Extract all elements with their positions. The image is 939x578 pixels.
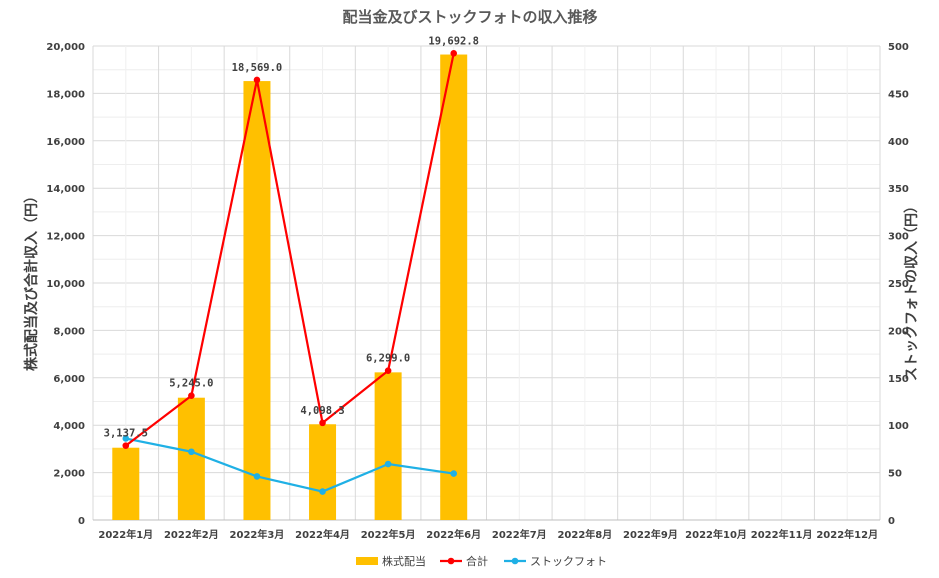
y-tick-label: 20,000 bbox=[46, 42, 85, 53]
data-label: 5,245.0 bbox=[169, 378, 213, 390]
x-tick-label: 2022年6月 bbox=[426, 528, 481, 541]
legend-label: 合計 bbox=[466, 554, 488, 568]
x-tick-label: 2022年7月 bbox=[492, 528, 547, 541]
legend-label: ストックフォト bbox=[530, 555, 607, 568]
x-tick-label: 2022年1月 bbox=[98, 528, 153, 541]
y2-tick-label: 500 bbox=[888, 42, 909, 53]
data-labels: 3,137.5 5,245.0 18,569.0 4,098.3 6,299.0 19,6… bbox=[104, 35, 479, 439]
stockphoto-point bbox=[188, 448, 195, 456]
y-tick-label: 18,000 bbox=[46, 89, 85, 100]
legend-swatch-bar bbox=[356, 557, 378, 565]
stockphoto-line bbox=[125, 437, 454, 493]
total-point bbox=[188, 392, 195, 399]
chart-title: 配当金及びストックフォトの収入推移 bbox=[342, 8, 597, 26]
bar-series bbox=[112, 54, 468, 521]
y2-tick-label: 200 bbox=[888, 326, 909, 337]
stockphoto-point bbox=[384, 460, 392, 468]
y2-tick-label: 300 bbox=[888, 232, 909, 243]
y2-tick-label: 150 bbox=[888, 374, 909, 385]
y-tick-label: 4,000 bbox=[53, 421, 85, 432]
y-axis-ticks: 0 2,000 4,000 6,000 8,000 10,000 12,000 14,000 1… bbox=[46, 42, 85, 527]
total-point bbox=[122, 442, 130, 449]
total-line bbox=[125, 53, 455, 447]
stockphoto-point bbox=[319, 488, 326, 495]
gridlines bbox=[92, 45, 881, 521]
bar bbox=[177, 397, 205, 520]
y2-tick-label: 450 bbox=[888, 89, 909, 100]
bar bbox=[309, 424, 337, 520]
stockphoto-point bbox=[450, 470, 458, 477]
y-tick-label: 12,000 bbox=[46, 232, 85, 243]
x-tick-label: 2022年2月 bbox=[164, 528, 219, 541]
x-tick-label: 2022年11月 bbox=[751, 528, 813, 541]
x-axis-ticks: 2022年1月 2022年2月 2022年3月 2022年4月 2022年5月 2022年… bbox=[98, 528, 878, 541]
total-point bbox=[319, 419, 326, 427]
y-tick-label: 14,000 bbox=[46, 184, 85, 195]
x-tick-label: 2022年3月 bbox=[230, 528, 285, 541]
line-series bbox=[122, 49, 458, 495]
data-label: 19,692.8 bbox=[428, 35, 479, 47]
total-point bbox=[384, 367, 392, 375]
bar bbox=[374, 372, 402, 520]
data-label: 18,569.0 bbox=[232, 62, 283, 74]
y-axis-title: 株式配当及び合計収入（円） bbox=[23, 189, 40, 371]
y2-tick-label: 350 bbox=[888, 184, 909, 195]
x-tick-label: 2022年9月 bbox=[623, 528, 678, 541]
bar bbox=[243, 81, 271, 521]
legend-swatch-point bbox=[511, 557, 519, 565]
y2-axis-ticks: 0 50 100 150 200 250 300 350 400 450 500 bbox=[888, 42, 909, 527]
data-label: 6,299.0 bbox=[366, 353, 410, 365]
total-point bbox=[253, 76, 261, 84]
x-tick-label: 2022年10月 bbox=[685, 528, 747, 541]
stockphoto-point bbox=[253, 473, 261, 480]
x-tick-label: 2022年12月 bbox=[816, 528, 878, 541]
y-tick-label: 16,000 bbox=[46, 137, 85, 148]
legend-swatch-point bbox=[447, 557, 455, 565]
stockphoto-point bbox=[122, 435, 130, 442]
y-tick-label: 10,000 bbox=[46, 279, 85, 290]
x-tick-label: 2022年4月 bbox=[295, 528, 350, 541]
y-tick-label: 0 bbox=[78, 516, 85, 527]
total-point bbox=[450, 49, 458, 57]
x-tick-label: 2022年8月 bbox=[557, 528, 612, 541]
y-tick-label: 2,000 bbox=[53, 469, 85, 480]
y-tick-label: 8,000 bbox=[53, 326, 85, 337]
data-label: 4,098.3 bbox=[300, 405, 344, 417]
y-tick-label: 6,000 bbox=[53, 374, 85, 385]
y2-tick-label: 100 bbox=[888, 421, 909, 432]
y2-tick-label: 0 bbox=[888, 516, 895, 527]
bar bbox=[440, 54, 468, 520]
y2-tick-label: 50 bbox=[888, 469, 902, 480]
data-label: 3,137.5 bbox=[104, 428, 148, 440]
y2-tick-label: 250 bbox=[888, 279, 909, 290]
legend-label: 株式配当 bbox=[382, 554, 426, 568]
bar bbox=[112, 447, 140, 520]
y2-axis-title: ストックフォトの収入（円） bbox=[903, 199, 920, 381]
legend: 株式配当 合計 ストックフォト bbox=[356, 554, 607, 568]
y2-tick-label: 400 bbox=[888, 137, 909, 148]
x-tick-label: 2022年5月 bbox=[361, 528, 416, 541]
